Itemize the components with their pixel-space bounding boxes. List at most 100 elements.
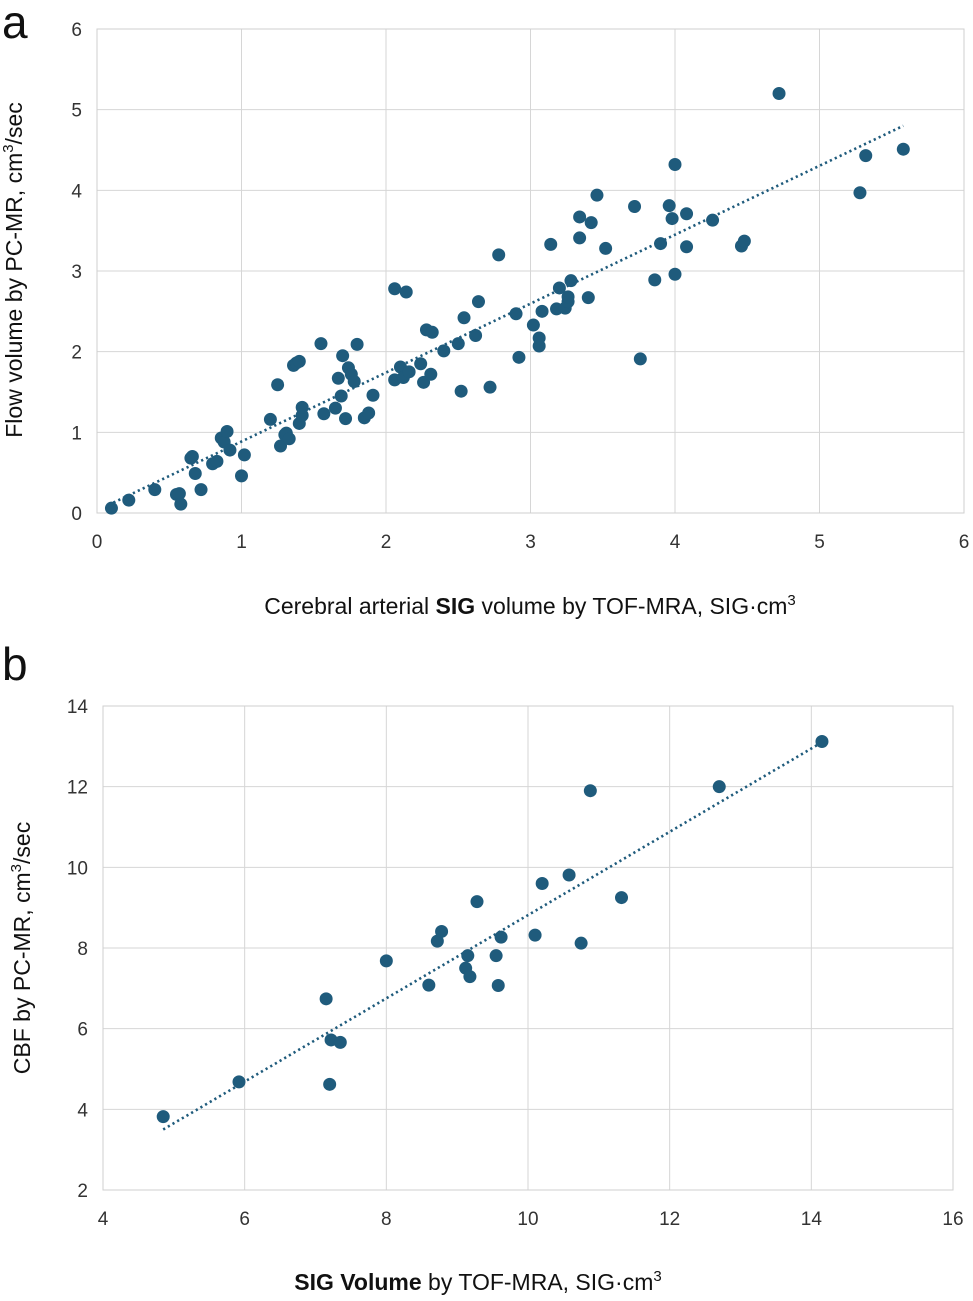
y-axis-title-suffix: /sec [1, 102, 27, 144]
data-point [668, 158, 682, 172]
data-point [220, 425, 234, 439]
data-point [668, 267, 682, 281]
data-point [573, 210, 587, 224]
x-tick-label: 2 [381, 532, 392, 553]
data-point [185, 450, 199, 464]
trendline [108, 124, 904, 507]
y-axis-title-main: Flow volume by PC-MR, cm [1, 153, 27, 438]
x-axis-title-part: by TOF-MRA, SIG·cm [422, 1269, 654, 1295]
data-point [424, 367, 438, 381]
x-tick-label: 5 [814, 532, 825, 553]
data-point [237, 448, 251, 462]
panel-label: b [2, 638, 28, 690]
data-point [350, 337, 364, 351]
y-tick-label: 12 [67, 778, 88, 799]
data-point [194, 483, 208, 497]
x-tick-label: 1 [236, 532, 247, 553]
data-point [174, 497, 188, 511]
data-point [274, 439, 288, 453]
data-point [328, 401, 342, 415]
y-axis-title-superscript: 3 [0, 144, 17, 152]
data-point [362, 406, 376, 420]
y-tick-label: 5 [71, 101, 82, 122]
data-point [457, 311, 471, 325]
data-point [615, 891, 628, 905]
x-tick-label: 4 [670, 532, 681, 553]
data-point [859, 149, 873, 163]
data-point [648, 273, 662, 287]
data-point [331, 371, 345, 385]
data-point [583, 784, 597, 798]
x-tick-label: 6 [959, 532, 970, 553]
x-axis-title-part: SIG [436, 593, 476, 619]
data-point [402, 365, 416, 379]
panel-a-chart: 0 1 2 3 4 5 6 0 1 2 3 4 5 6 a Cerebral arterial SIG vol… [0, 0, 969, 619]
data-point [471, 295, 485, 309]
data-point [491, 979, 505, 993]
data-point [454, 384, 468, 398]
data-point [561, 290, 575, 304]
data-point [336, 349, 350, 363]
data-point [599, 241, 613, 255]
y-tick-label: 2 [77, 1181, 88, 1202]
data-point [469, 329, 483, 343]
data-point [680, 240, 694, 254]
y-tick-label: 6 [71, 20, 82, 41]
x-tick-label: 4 [98, 1209, 109, 1230]
data-point [347, 375, 361, 389]
data-point [399, 285, 413, 299]
data-point [314, 337, 328, 351]
data-point [437, 344, 451, 358]
data-point [333, 1035, 347, 1049]
data-point [509, 307, 523, 321]
data-point [232, 1075, 246, 1089]
y-axis-title-main: CBF by PC-MR, cm [9, 872, 35, 1074]
data-point [156, 1110, 170, 1124]
y-axis-title-suffix: /sec [9, 822, 35, 864]
x-axis-title-part: Volume [334, 1269, 422, 1295]
plot-frame [96, 28, 965, 514]
data-point [451, 337, 465, 351]
x-axis-title-part: volume by TOF-MRA, SIG·cm [475, 593, 787, 619]
panel-label: a [2, 0, 28, 48]
y-axis-title: CBF by PC-MR, cm3/sec [8, 822, 35, 1074]
x-axis-title-superscript: 3 [787, 592, 795, 609]
x-tick-label: 14 [801, 1209, 823, 1230]
data-point [463, 970, 477, 984]
data-point [188, 466, 202, 480]
data-point [271, 378, 285, 392]
x-axis-title-superscript: 3 [653, 1268, 661, 1285]
data-point [470, 895, 484, 909]
data-point [581, 291, 595, 305]
data-point [334, 389, 348, 403]
data-point [122, 493, 136, 507]
y-tick-label: 3 [71, 262, 82, 283]
y-tick-label: 10 [67, 858, 88, 879]
data-point [422, 978, 436, 992]
x-tick-label: 10 [517, 1209, 538, 1230]
y-axis-title-superscript: 3 [8, 864, 25, 872]
data-point [292, 354, 306, 368]
data-point [388, 282, 402, 296]
data-point [235, 469, 248, 483]
data-point [319, 992, 333, 1006]
data-point [772, 87, 786, 101]
x-tick-label: 12 [659, 1209, 680, 1230]
x-tick-label: 16 [942, 1209, 963, 1230]
data-point [654, 237, 668, 251]
data-point [552, 281, 566, 295]
y-tick-label: 4 [71, 181, 82, 202]
data-point [628, 199, 642, 213]
data-point [680, 207, 694, 221]
data-point [532, 331, 546, 345]
data-point [544, 237, 558, 251]
data-point [815, 734, 829, 748]
data-point [172, 487, 186, 501]
x-tick-label: 6 [239, 1209, 250, 1230]
data-point [461, 949, 475, 963]
data-point [295, 400, 309, 414]
data-point [584, 216, 598, 230]
data-point [573, 231, 587, 245]
